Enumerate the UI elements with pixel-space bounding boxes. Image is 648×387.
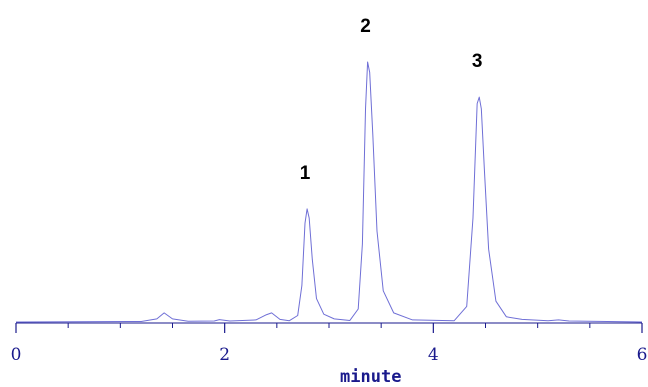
x-tick-label: 0 bbox=[11, 345, 22, 365]
peak-label: 2 bbox=[360, 16, 371, 37]
plot-area bbox=[15, 61, 643, 323]
peak-label: 1 bbox=[300, 163, 311, 184]
x-axis-title: minute bbox=[340, 367, 401, 387]
peak-labels: 1 2 3 bbox=[300, 16, 483, 184]
x-tick-label: 4 bbox=[428, 345, 439, 365]
x-tick-label: 2 bbox=[219, 345, 230, 365]
signal-trace-line bbox=[15, 61, 643, 323]
x-axis: 0 2 4 6 bbox=[11, 322, 648, 365]
peak-label: 3 bbox=[472, 51, 483, 72]
x-tick-label: 6 bbox=[637, 345, 648, 365]
